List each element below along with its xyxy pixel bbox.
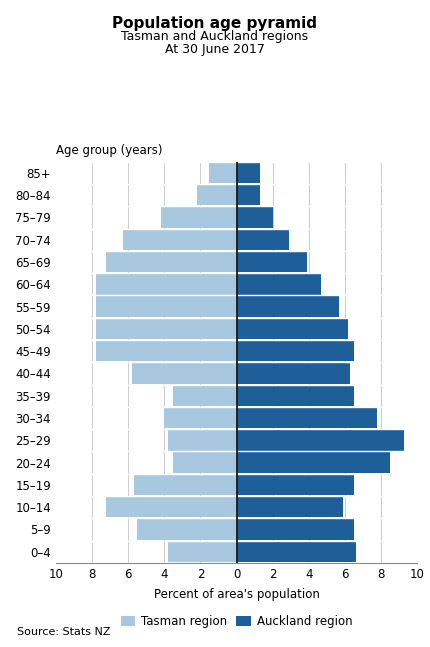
Bar (237, 296, 339, 317)
Bar (95, 318, 237, 339)
Bar (168, 430, 237, 450)
Bar (237, 519, 354, 540)
Bar (237, 318, 348, 339)
Bar (107, 497, 236, 518)
Bar (197, 185, 236, 206)
Bar (173, 452, 237, 473)
Bar (237, 162, 260, 183)
Bar (237, 341, 354, 362)
Bar (237, 475, 354, 495)
Bar (95, 274, 237, 294)
Bar (237, 430, 405, 450)
X-axis label: Percent of area's population: Percent of area's population (154, 587, 319, 600)
Text: Source: Stats NZ: Source: Stats NZ (17, 628, 111, 637)
Bar (95, 296, 237, 317)
Bar (237, 363, 350, 384)
Bar (161, 207, 236, 228)
Bar (173, 386, 237, 406)
Bar (168, 542, 237, 562)
Bar (237, 542, 356, 562)
Bar (237, 497, 343, 518)
Bar (237, 207, 273, 228)
Text: Age group (years): Age group (years) (56, 144, 163, 157)
Bar (237, 408, 378, 428)
Bar (95, 341, 237, 362)
Text: Population age pyramid: Population age pyramid (113, 16, 317, 31)
Bar (237, 452, 390, 473)
Legend: Tasman region, Auckland region: Tasman region, Auckland region (121, 615, 352, 628)
Text: Tasman and Auckland regions: Tasman and Auckland regions (121, 30, 309, 43)
Bar (209, 162, 237, 183)
Bar (132, 363, 236, 384)
Bar (237, 185, 260, 206)
Bar (123, 230, 236, 250)
Bar (134, 475, 236, 495)
Bar (164, 408, 236, 428)
Bar (237, 252, 307, 272)
Bar (137, 519, 237, 540)
Text: At 30 June 2017: At 30 June 2017 (165, 43, 265, 56)
Bar (237, 230, 289, 250)
Bar (237, 386, 354, 406)
Bar (237, 274, 321, 294)
Bar (107, 252, 236, 272)
